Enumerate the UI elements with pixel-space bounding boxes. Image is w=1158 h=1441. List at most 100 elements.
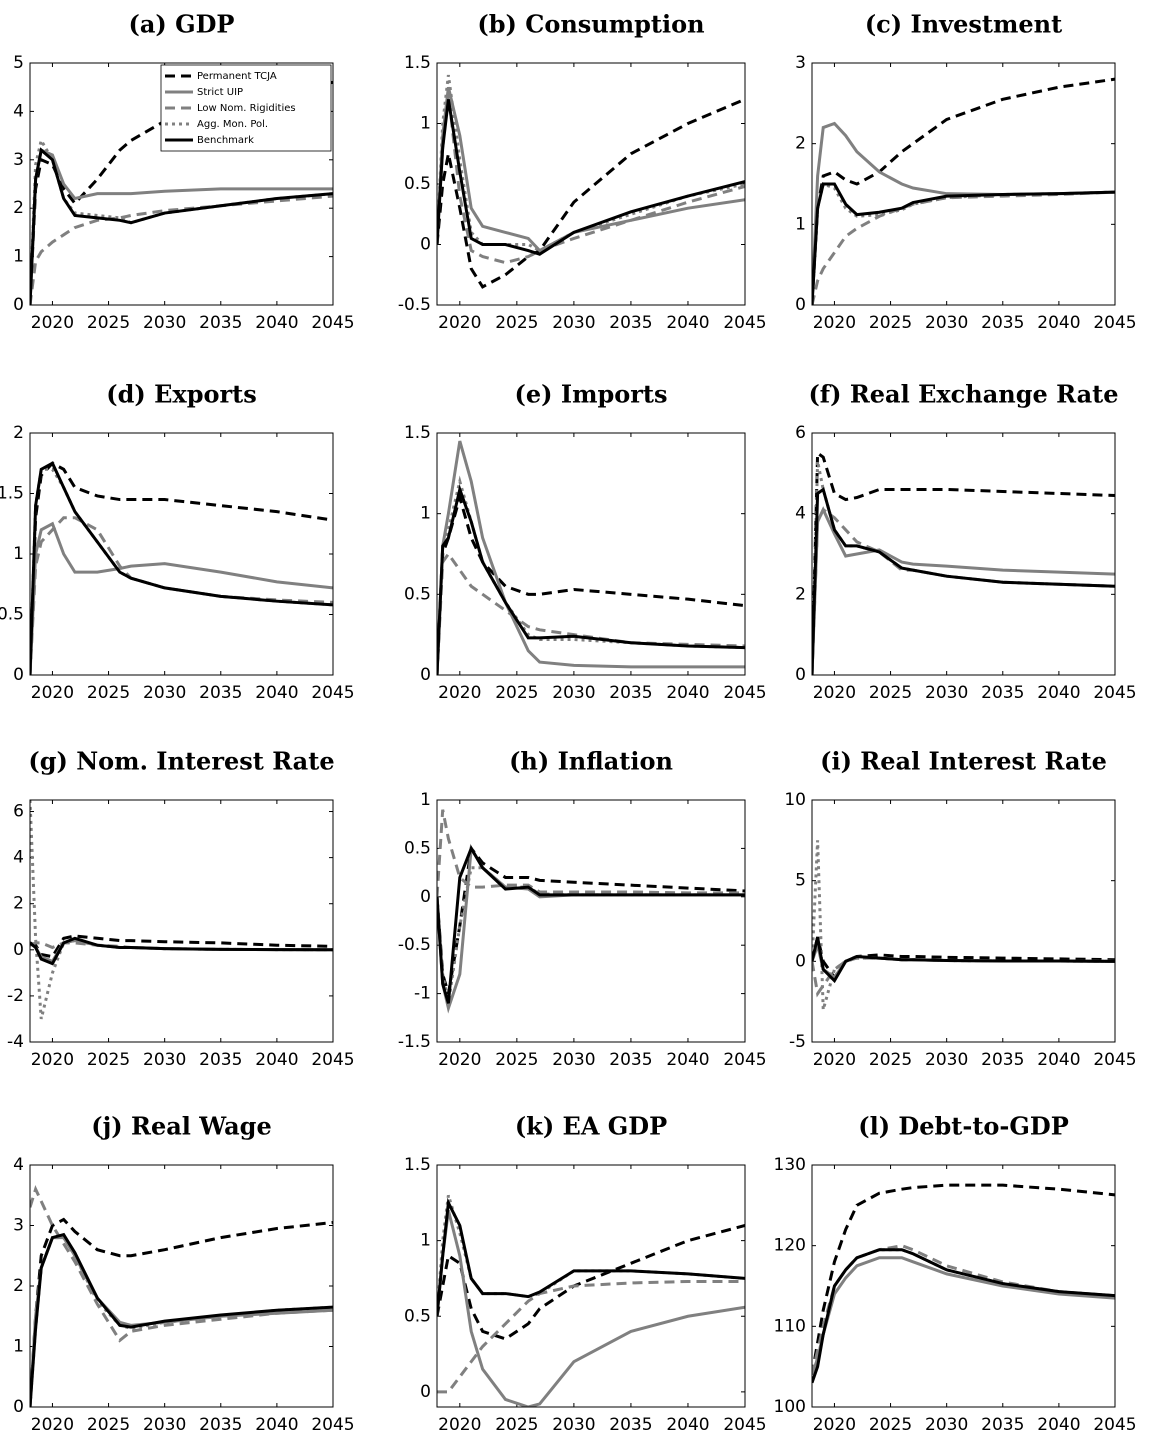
axes-box: [436, 432, 746, 676]
axes-box: [811, 62, 1116, 306]
x-tick-label: 2020: [438, 683, 481, 703]
y-tick-label: -0.5: [398, 935, 431, 955]
y-tick-label: 0.5: [404, 838, 431, 858]
axes-box: [436, 62, 746, 306]
series-line: [812, 182, 1115, 305]
axes-box: [436, 1164, 746, 1408]
series-line: [437, 844, 745, 1004]
y-tick-label: 110: [774, 1316, 806, 1336]
y-tick-label: 100: [774, 1397, 806, 1417]
x-tick-label: 2030: [143, 683, 186, 703]
series-line: [437, 1279, 745, 1394]
series-line: [812, 486, 1115, 675]
y-tick-label: 1.5: [0, 484, 24, 504]
y-tick-label: 0: [420, 887, 431, 907]
x-tick-label: 2025: [495, 1415, 538, 1435]
x-tick-label: 2040: [1037, 313, 1080, 333]
y-tick-label: 120: [774, 1236, 806, 1256]
axes-box: [811, 799, 1116, 1043]
panel-title: (b) Consumption: [477, 10, 704, 39]
legend-label: Low Nom. Rigidities: [197, 103, 296, 114]
x-tick-label: 2045: [1093, 1415, 1136, 1435]
plot-area: [437, 800, 745, 1042]
y-tick-label: 6: [795, 423, 806, 443]
y-tick-label: 0: [13, 940, 24, 960]
axes-box: [436, 799, 746, 1043]
x-tick-label: 2025: [869, 683, 912, 703]
panel-title: (h) Inflation: [509, 747, 673, 776]
panel: (d) Exports 2020 2025 2030 2035 2040 2045 0 0.5 1…: [0, 380, 355, 704]
series-line: [812, 936, 1115, 984]
y-tick-label: 4: [13, 848, 24, 868]
series-line: [30, 147, 333, 305]
series-line: [30, 136, 333, 305]
x-tick-label: 2040: [1037, 1415, 1080, 1435]
y-tick-label: 5: [795, 871, 806, 891]
x-tick-label: 2020: [31, 683, 74, 703]
series-group: [437, 1194, 745, 1407]
series-group: [812, 1183, 1115, 1384]
plot-area: [437, 63, 745, 305]
y-tick-label: -1.5: [398, 1032, 431, 1052]
series-group: [30, 800, 333, 1020]
series-line: [437, 1197, 745, 1317]
x-tick-label: 2045: [1093, 1050, 1136, 1070]
y-tick-label: 2: [13, 423, 24, 443]
x-tick-label: 2035: [609, 1050, 652, 1070]
x-tick-label: 2045: [723, 683, 766, 703]
plot-area: [30, 1165, 333, 1407]
y-tick-label: 4: [795, 504, 806, 524]
x-tick-label: 2025: [87, 1415, 130, 1435]
x-tick-label: 2025: [87, 1050, 130, 1070]
panel-title: (f) Real Exchange Rate: [808, 380, 1118, 409]
x-tick-label: 2025: [869, 313, 912, 333]
y-tick-label: 0: [795, 295, 806, 315]
series-line: [812, 190, 1115, 305]
y-tick-label: -0.5: [398, 295, 431, 315]
y-tick-label: 0: [795, 951, 806, 971]
y-tick-label: 4: [13, 101, 24, 121]
y-tick-label: 0: [13, 665, 24, 685]
panel-title: (k) EA GDP: [515, 1112, 667, 1141]
legend-label: Permanent TCJA: [197, 71, 277, 82]
x-tick-label: 2020: [31, 313, 74, 333]
panel: (j) Real Wage 2020 2025 2030 2035 2040 2045 0 1 2…: [13, 1112, 354, 1436]
x-tick-label: 2040: [1037, 683, 1080, 703]
x-tick-label: 2020: [31, 1050, 74, 1070]
x-tick-label: 2020: [438, 1415, 481, 1435]
y-tick-label: 4: [13, 1155, 24, 1175]
panel-title: (i) Real Interest Rate: [820, 747, 1107, 776]
x-tick-label: 2025: [495, 1050, 538, 1070]
series-group: [437, 74, 745, 289]
series-line: [437, 1224, 745, 1341]
x-tick-label: 2035: [981, 313, 1024, 333]
x-tick-label: 2045: [723, 1050, 766, 1070]
axes-box: [811, 432, 1116, 676]
series-group: [437, 440, 745, 675]
x-tick-label: 2025: [495, 313, 538, 333]
y-tick-label: 1: [420, 504, 431, 524]
y-tick-label: 1: [13, 544, 24, 564]
x-tick-label: 2035: [199, 683, 242, 703]
x-tick-label: 2045: [311, 313, 354, 333]
y-tick-label: 5: [13, 53, 24, 73]
series-group: [812, 840, 1115, 1011]
y-tick-label: 1: [13, 1337, 24, 1357]
x-tick-label: 2020: [813, 1050, 856, 1070]
series-group: [812, 450, 1115, 675]
x-tick-label: 2040: [666, 1415, 709, 1435]
x-tick-label: 2030: [925, 313, 968, 333]
x-tick-label: 2025: [869, 1415, 912, 1435]
plot-area: [30, 433, 333, 675]
y-tick-label: 0: [420, 235, 431, 255]
panel: (l) Debt-to-GDP 2020 2025 2030 2035 2040 2045 1…: [774, 1112, 1137, 1436]
y-tick-label: -1: [414, 984, 431, 1004]
series-line: [30, 1185, 333, 1343]
legend-label: Benchmark: [197, 135, 254, 146]
y-tick-label: 1.5: [404, 53, 431, 73]
series-line: [437, 93, 745, 265]
x-tick-label: 2020: [813, 683, 856, 703]
panel-title: (l) Debt-to-GDP: [858, 1112, 1069, 1141]
y-tick-label: 0: [420, 1382, 431, 1402]
